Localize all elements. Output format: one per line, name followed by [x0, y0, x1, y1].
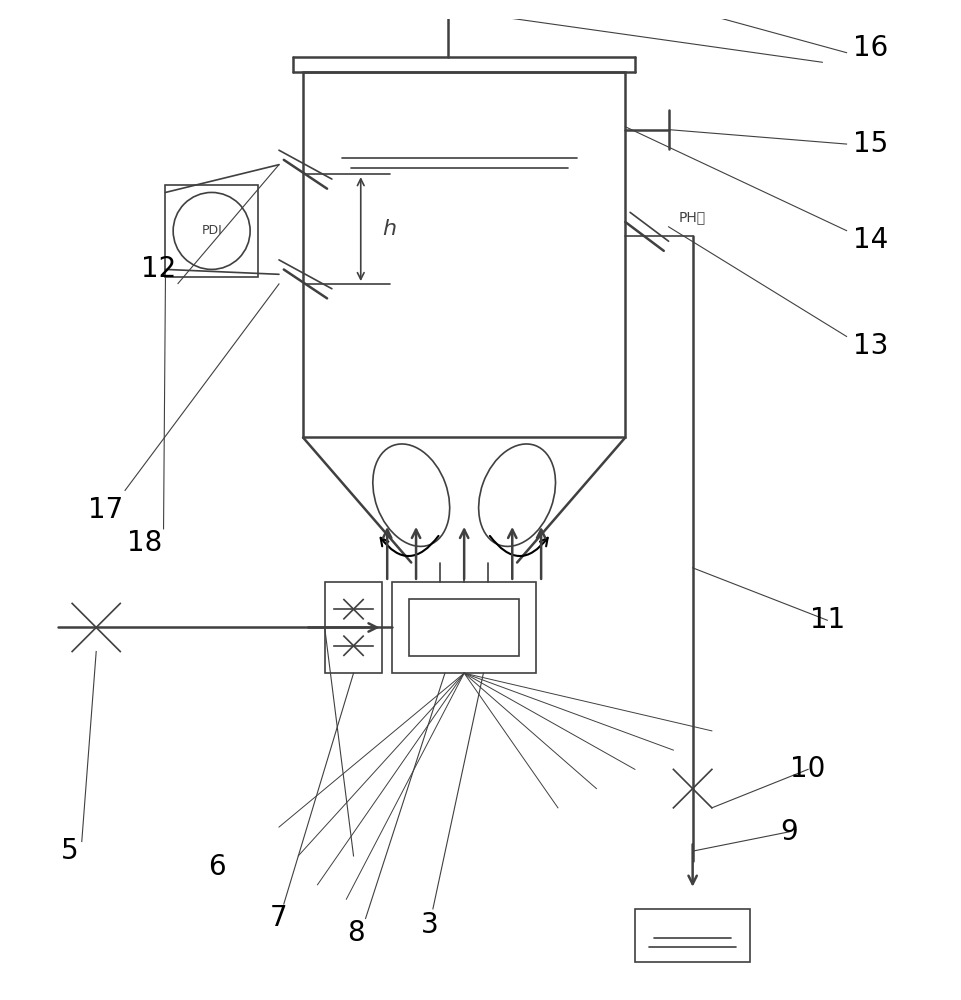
Bar [303, 72, 625, 437]
Text: 5: 5 [61, 837, 78, 865]
Text: 17: 17 [88, 496, 123, 524]
Bar [165, 185, 258, 277]
Text: PDI: PDI [201, 224, 222, 237]
Text: h: h [382, 219, 396, 239]
Text: 10: 10 [790, 755, 825, 783]
Text: 14: 14 [852, 226, 887, 254]
Text: 12: 12 [141, 255, 176, 283]
Bar [325, 582, 382, 673]
Text: PH计: PH计 [678, 210, 704, 224]
Bar [392, 582, 536, 673]
Bar [409, 599, 519, 656]
Text: 16: 16 [852, 34, 887, 62]
Text: 8: 8 [347, 919, 364, 947]
Text: 11: 11 [809, 606, 844, 634]
Text: 7: 7 [270, 904, 287, 932]
Text: 13: 13 [852, 332, 887, 360]
Text: 15: 15 [852, 130, 887, 158]
Bar [634, 909, 750, 962]
Text: 6: 6 [208, 853, 225, 881]
Text: 3: 3 [421, 911, 438, 939]
Text: 9: 9 [779, 818, 797, 846]
Text: 18: 18 [127, 529, 161, 557]
